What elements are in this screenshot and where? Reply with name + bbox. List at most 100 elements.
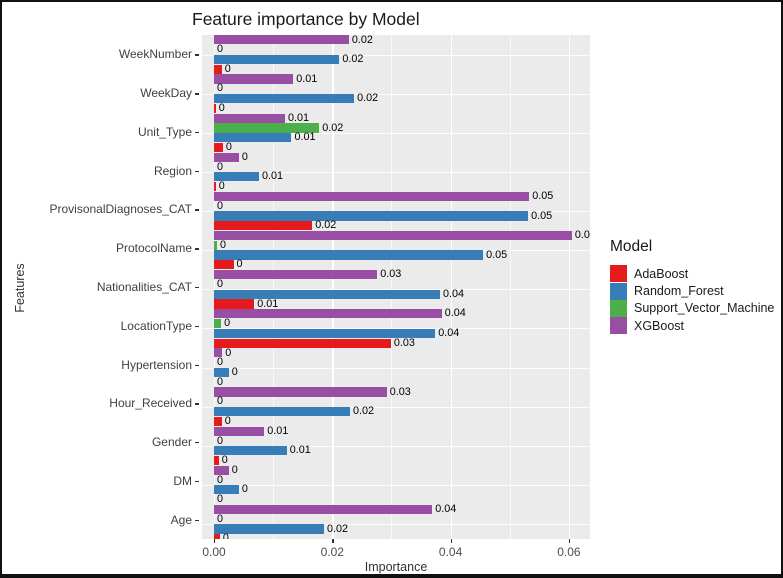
y-tick: Age [2,500,202,539]
y-tick-label: WeekNumber [118,47,192,62]
minor-gridline [509,35,511,539]
bar-value-label: 0 [241,483,248,496]
bar-xgboost [214,426,265,436]
bar-value-label: 0 [225,141,232,154]
bar-random_forest [214,328,436,338]
x-axis-title: Importance [364,560,428,574]
bar-xgboost [214,504,433,514]
bar-row: 0 [202,279,590,290]
chart-title: Feature importance by Model [192,9,420,29]
bar-row: 0.04 [202,504,590,514]
bar-random_forest [214,93,355,104]
bar-value-label: 0.05 [486,248,508,261]
legend-swatch-support_vector_machine [610,299,627,317]
bar-row: 0 [202,463,590,476]
x-tick-label: 0.04 [438,545,463,559]
bar-xgboost [214,230,572,241]
feature-group: 0.01 0 0.01 0 [202,425,590,465]
bar-row: 0.01 [202,170,590,183]
bar-support_vector_machine [214,123,320,133]
bar-row: 0 [202,416,590,426]
feature-group: 0.04 0 0.04 0.03 [202,307,590,348]
bar-adaboost [214,182,216,192]
bar-value-label: 0.02 [351,35,373,46]
y-tick-label: Nationalities_CAT [96,279,192,294]
bar-row: 0.04 [202,328,590,338]
bar-value-label: 0.04 [444,307,466,320]
minor-gridline [273,35,274,539]
y-tick: Unit_Type [2,113,202,152]
bar-value-label: 0 [217,493,224,506]
y-tick: Hour_Received [2,384,202,423]
bar-support_vector_machine [214,240,217,250]
feature-group: 0.0 0 0.05 0 [202,230,590,270]
legend-item: Support_Vector_Machine [610,299,781,317]
bar-row: 0 [202,375,590,388]
bar-value-label: 0 [231,366,238,379]
bar-row: 0.02 [202,35,590,46]
bar-value-label: 0.01 [287,111,309,124]
y-tick: Region [2,151,202,190]
x-tick-label: 0.06 [557,545,581,559]
bar-value-label: 0 [217,43,224,56]
bar-xgboost [214,465,229,475]
bar-value-label: 0 [218,180,225,193]
bar-row: 0.01 [202,73,590,84]
x-tick-label: 0.00 [202,545,226,559]
bar-adaboost [214,142,223,153]
bar-value-label: 0.03 [380,268,402,281]
bar-row: 0 [202,82,590,95]
bar-row: 0 [202,180,590,193]
bar-value-label: 0 [217,82,224,95]
bar-random_forest [214,446,287,456]
bar-value-label: 0 [222,532,229,539]
bar-adaboost [214,338,391,348]
bar-row: 0.01 [202,132,590,143]
bar-row: 0 [202,347,590,358]
feature-group: 0.01 0.02 0.01 0 [202,111,590,154]
bar-value-label: 0.01 [261,170,283,183]
y-axis-tick-labels: WeekNumber WeekDay Unit_Type Region Provison… [2,35,202,539]
bar-value-label: 0 [231,463,238,476]
y-tick: DM [2,461,202,500]
bar-value-label: 0 [217,356,224,369]
bar-row: 0.03 [202,386,590,397]
bar-groups: 0.02 0 0.02 0 0.01 0 0.02 0 0.01 0.02 0.01 0 0 0 0.01 0… [202,35,590,539]
major-gridline [214,35,216,539]
bar-row: 0 [202,455,590,465]
bar-value-label: 0 [224,317,231,330]
bar-value-label: 0 [224,62,231,75]
bar-xgboost [214,191,530,201]
bar-adaboost [214,416,222,426]
bar-row: 0 [202,141,590,154]
x-tick-mark [450,539,452,543]
feature-group: 0.03 0 0.04 0.01 [202,268,590,309]
bar-value-label: 0 [241,150,248,163]
y-tick: ProtocolName [2,229,202,268]
y-tick: ProvisonalDiagnoses_CAT [2,190,202,229]
y-tick-label: Hour_Received [109,396,192,411]
bar-row: 0 [202,62,590,75]
x-tick-mark [568,539,571,543]
bar-value-label: 0.02 [327,522,349,535]
bar-row: 0 [202,240,590,250]
legend-title: Model [610,238,653,255]
bar-row: 0.02 [202,122,590,133]
bar-random_forest [214,172,259,182]
bar-row: 0.01 [202,425,590,436]
bar-row: 0.01 [202,111,590,124]
bar-row: 0 [202,493,590,506]
bar-adaboost [214,299,255,309]
bar-row: 0.05 [202,190,590,202]
bar-row: 0 [202,435,590,446]
bar-row: 0.0 [202,230,590,241]
bar-value-label: 0 [217,375,224,388]
bar-xgboost [214,35,349,45]
y-tick: WeekNumber [2,35,202,74]
bar-row: 0 [202,366,590,379]
bar-value-label: 0.05 [532,190,554,202]
bar-row: 0 [202,43,590,56]
bar-random_forest [214,289,440,299]
bar-row: 0.05 [202,248,590,261]
bar-xgboost [214,348,223,358]
